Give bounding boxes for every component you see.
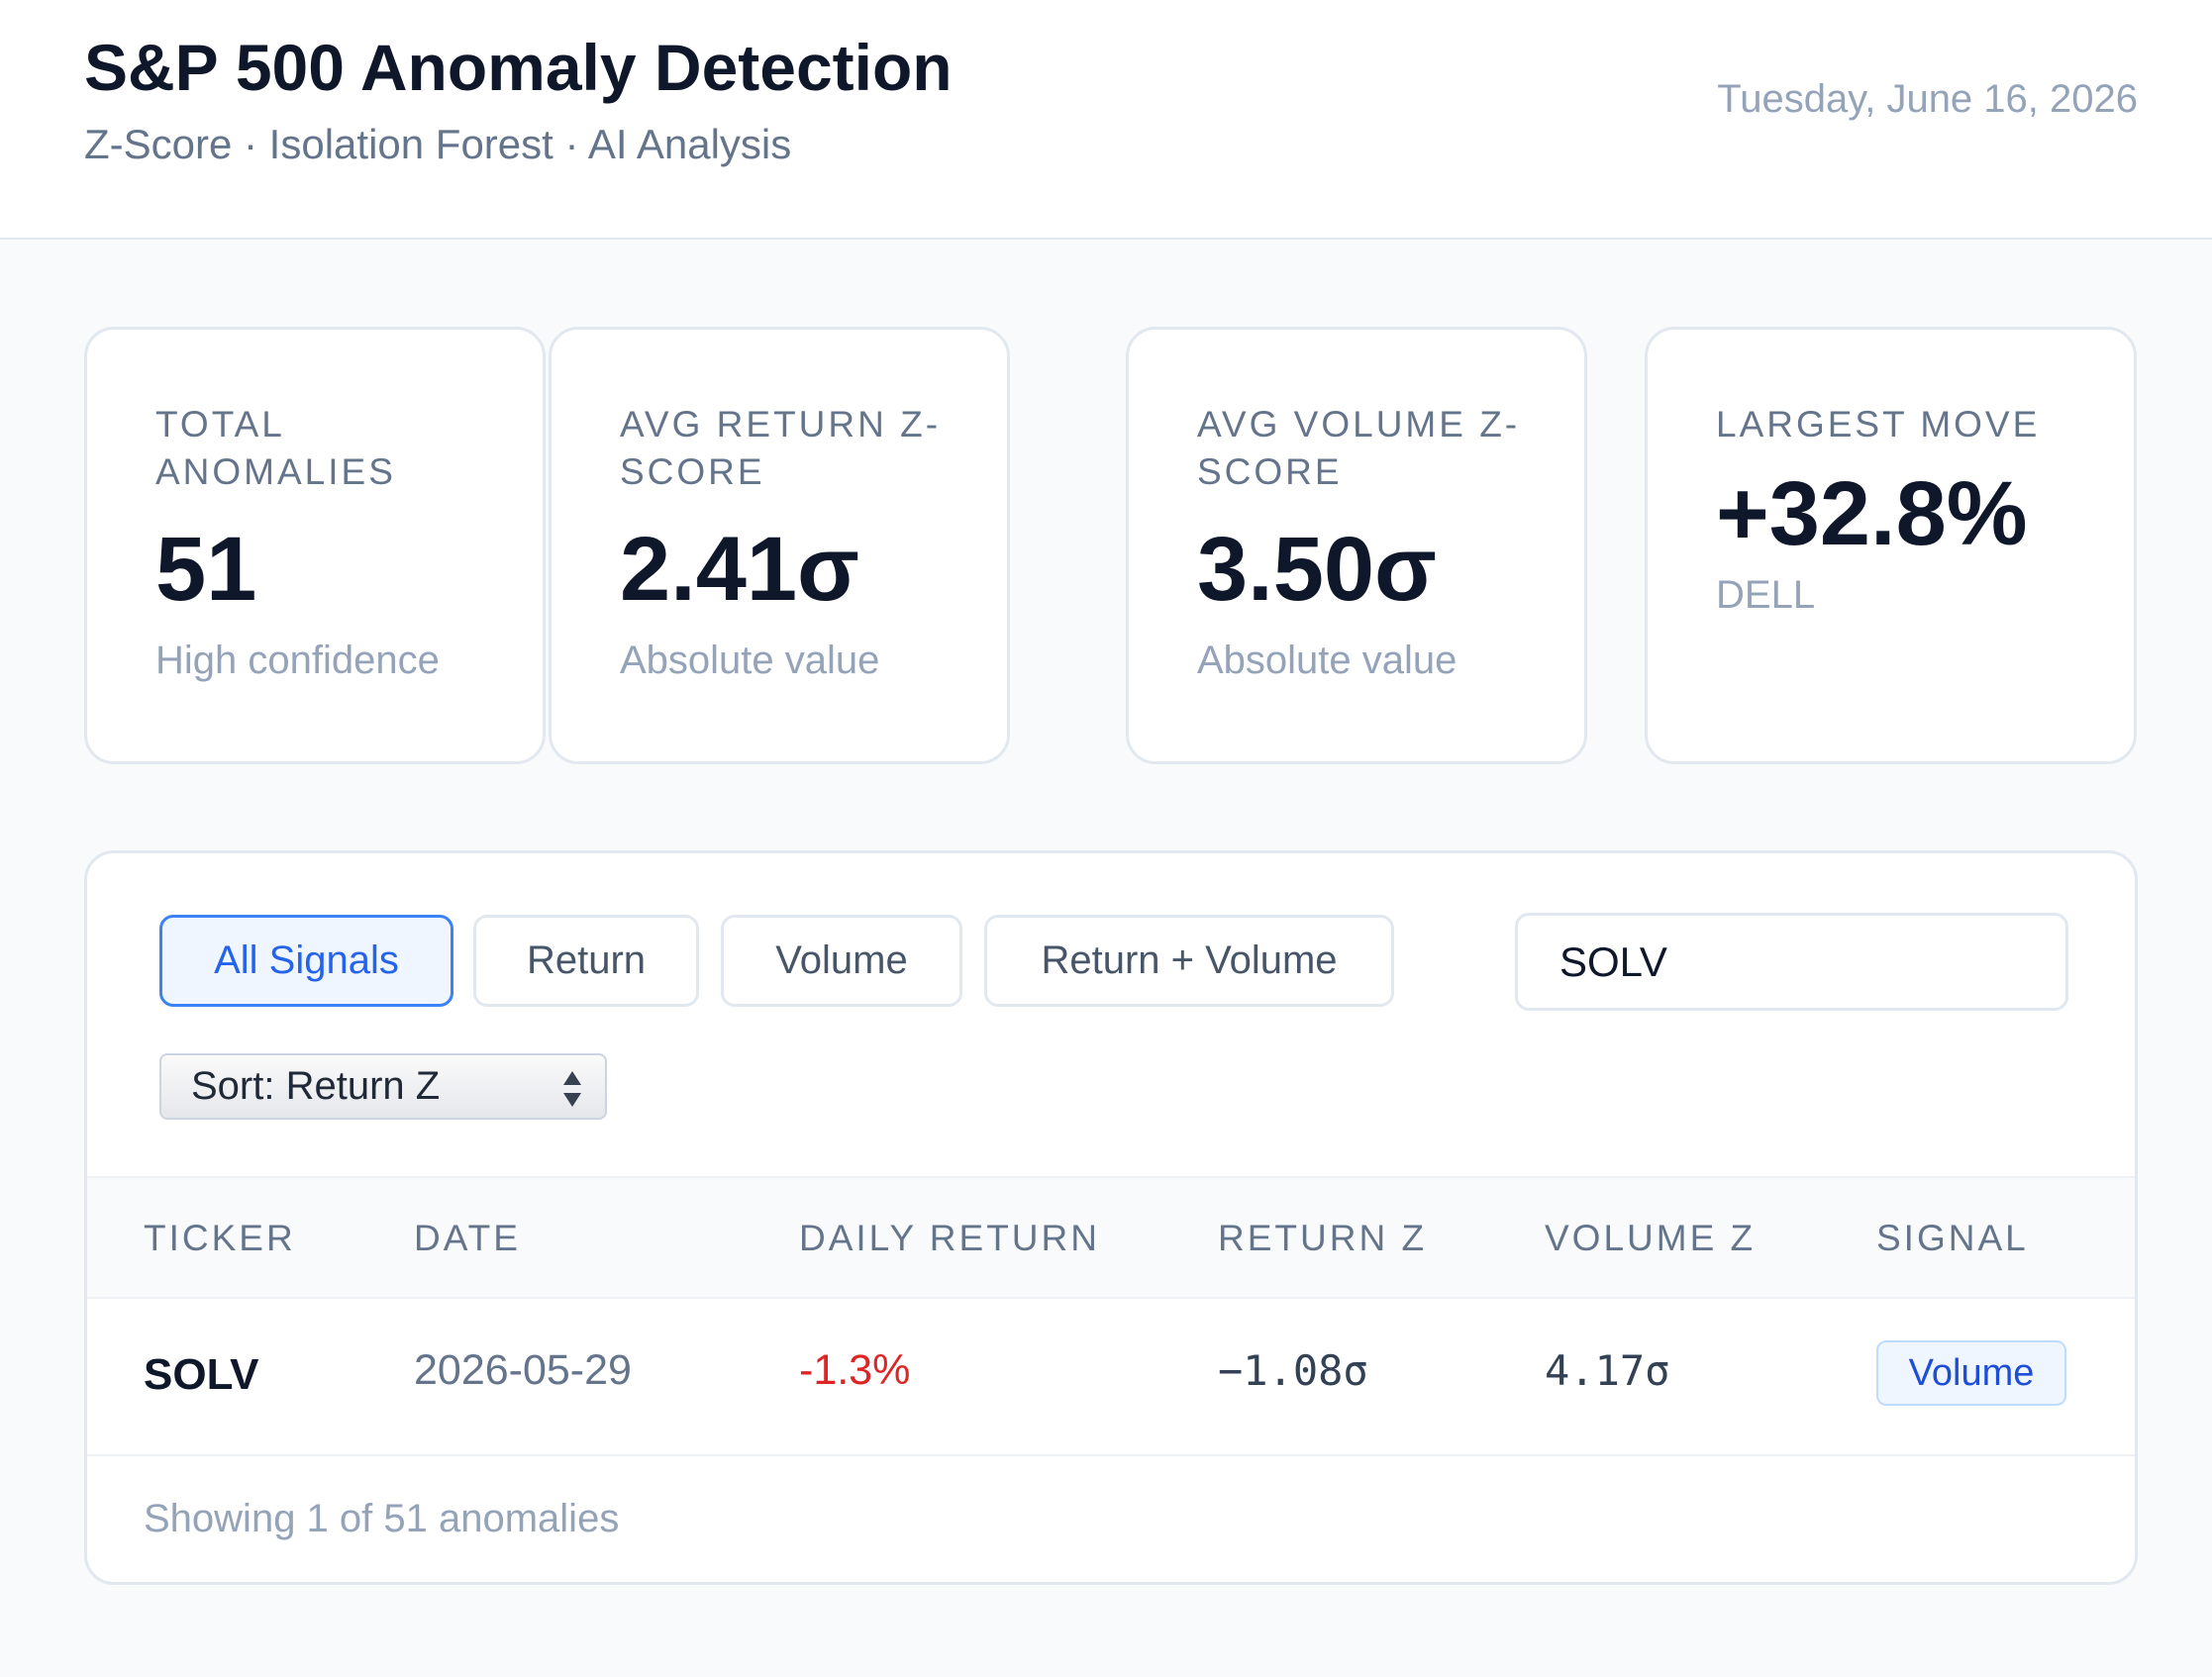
filter-button[interactable]: Volume: [721, 915, 962, 1007]
sort-label: Sort: Return Z: [191, 1064, 441, 1108]
ticker: SOLV: [144, 1350, 259, 1399]
sort-select[interactable]: Sort: Return Z: [159, 1053, 607, 1120]
select-arrows: [563, 1071, 581, 1107]
card-value: 3.50σ: [1197, 519, 1437, 620]
volume-z: 4.17σ: [1545, 1346, 1670, 1395]
card-note: High confidence: [155, 639, 440, 682]
column-header: RETURN Z: [1218, 1218, 1428, 1258]
filter-button[interactable]: Return: [473, 915, 699, 1007]
column-header: DAILY RETURN: [799, 1218, 1100, 1258]
stat-card: LARGEST MOVE +32.8% DELL: [1645, 327, 2137, 764]
table-header: TICKER DATE DAILY RETURN RETURN Z VOLUME Z SI…: [87, 1176, 2135, 1299]
stat-card: AVG RETURN Z-SCORE 2.41σ Absolute value: [549, 327, 1010, 764]
column-header: SIGNAL: [1876, 1218, 2029, 1258]
card-label: AVG VOLUME Z-SCORE: [1197, 404, 1521, 492]
return-z: −1.08σ: [1218, 1346, 1368, 1395]
subtitle: Z-Score · Isolation Forest · AI Analysis: [84, 121, 792, 167]
table-row[interactable]: SOLV 2026-05-29 -1.3% −1.08σ 4.17σ Volume: [87, 1295, 2135, 1456]
column-header: DATE: [414, 1218, 521, 1258]
card-note: Absolute value: [620, 639, 880, 682]
card-value: +32.8%: [1716, 463, 2028, 564]
card-label: TOTAL ANOMALIES: [155, 404, 396, 492]
stat-card: TOTAL ANOMALIES 51 High confidence: [84, 327, 546, 764]
header: S&P 500 Anomaly Detection Z-Score · Isol…: [0, 0, 2212, 240]
search-input[interactable]: SOLV: [1515, 913, 2068, 1011]
date: 2026-05-29: [414, 1346, 632, 1394]
signal-badge: Volume: [1876, 1340, 2066, 1406]
daily-return: -1.3%: [799, 1346, 911, 1394]
column-header: VOLUME Z: [1545, 1218, 1757, 1258]
card-note: DELL: [1716, 573, 1816, 617]
anomaly-panel: All Signals Return Volume Return + Volume S…: [84, 850, 2138, 1585]
filter-button[interactable]: Return + Volume: [984, 915, 1394, 1007]
stat-card: AVG VOLUME Z-SCORE 3.50σ Absolute value: [1126, 327, 1587, 764]
column-header: TICKER: [144, 1218, 296, 1258]
table-footer: Showing 1 of 51 anomalies: [144, 1497, 620, 1540]
date: Tuesday, June 16, 2026: [1717, 77, 2138, 121]
card-value: 2.41σ: [620, 519, 859, 620]
card-note: Absolute value: [1197, 639, 1458, 682]
card-value: 51: [155, 519, 257, 620]
card-label: LARGEST MOVE: [1716, 404, 2041, 444]
filter-button[interactable]: All Signals: [159, 915, 453, 1007]
card-label: AVG RETURN Z-SCORE: [620, 404, 942, 492]
page-title: S&P 500 Anomaly Detection: [84, 31, 953, 104]
